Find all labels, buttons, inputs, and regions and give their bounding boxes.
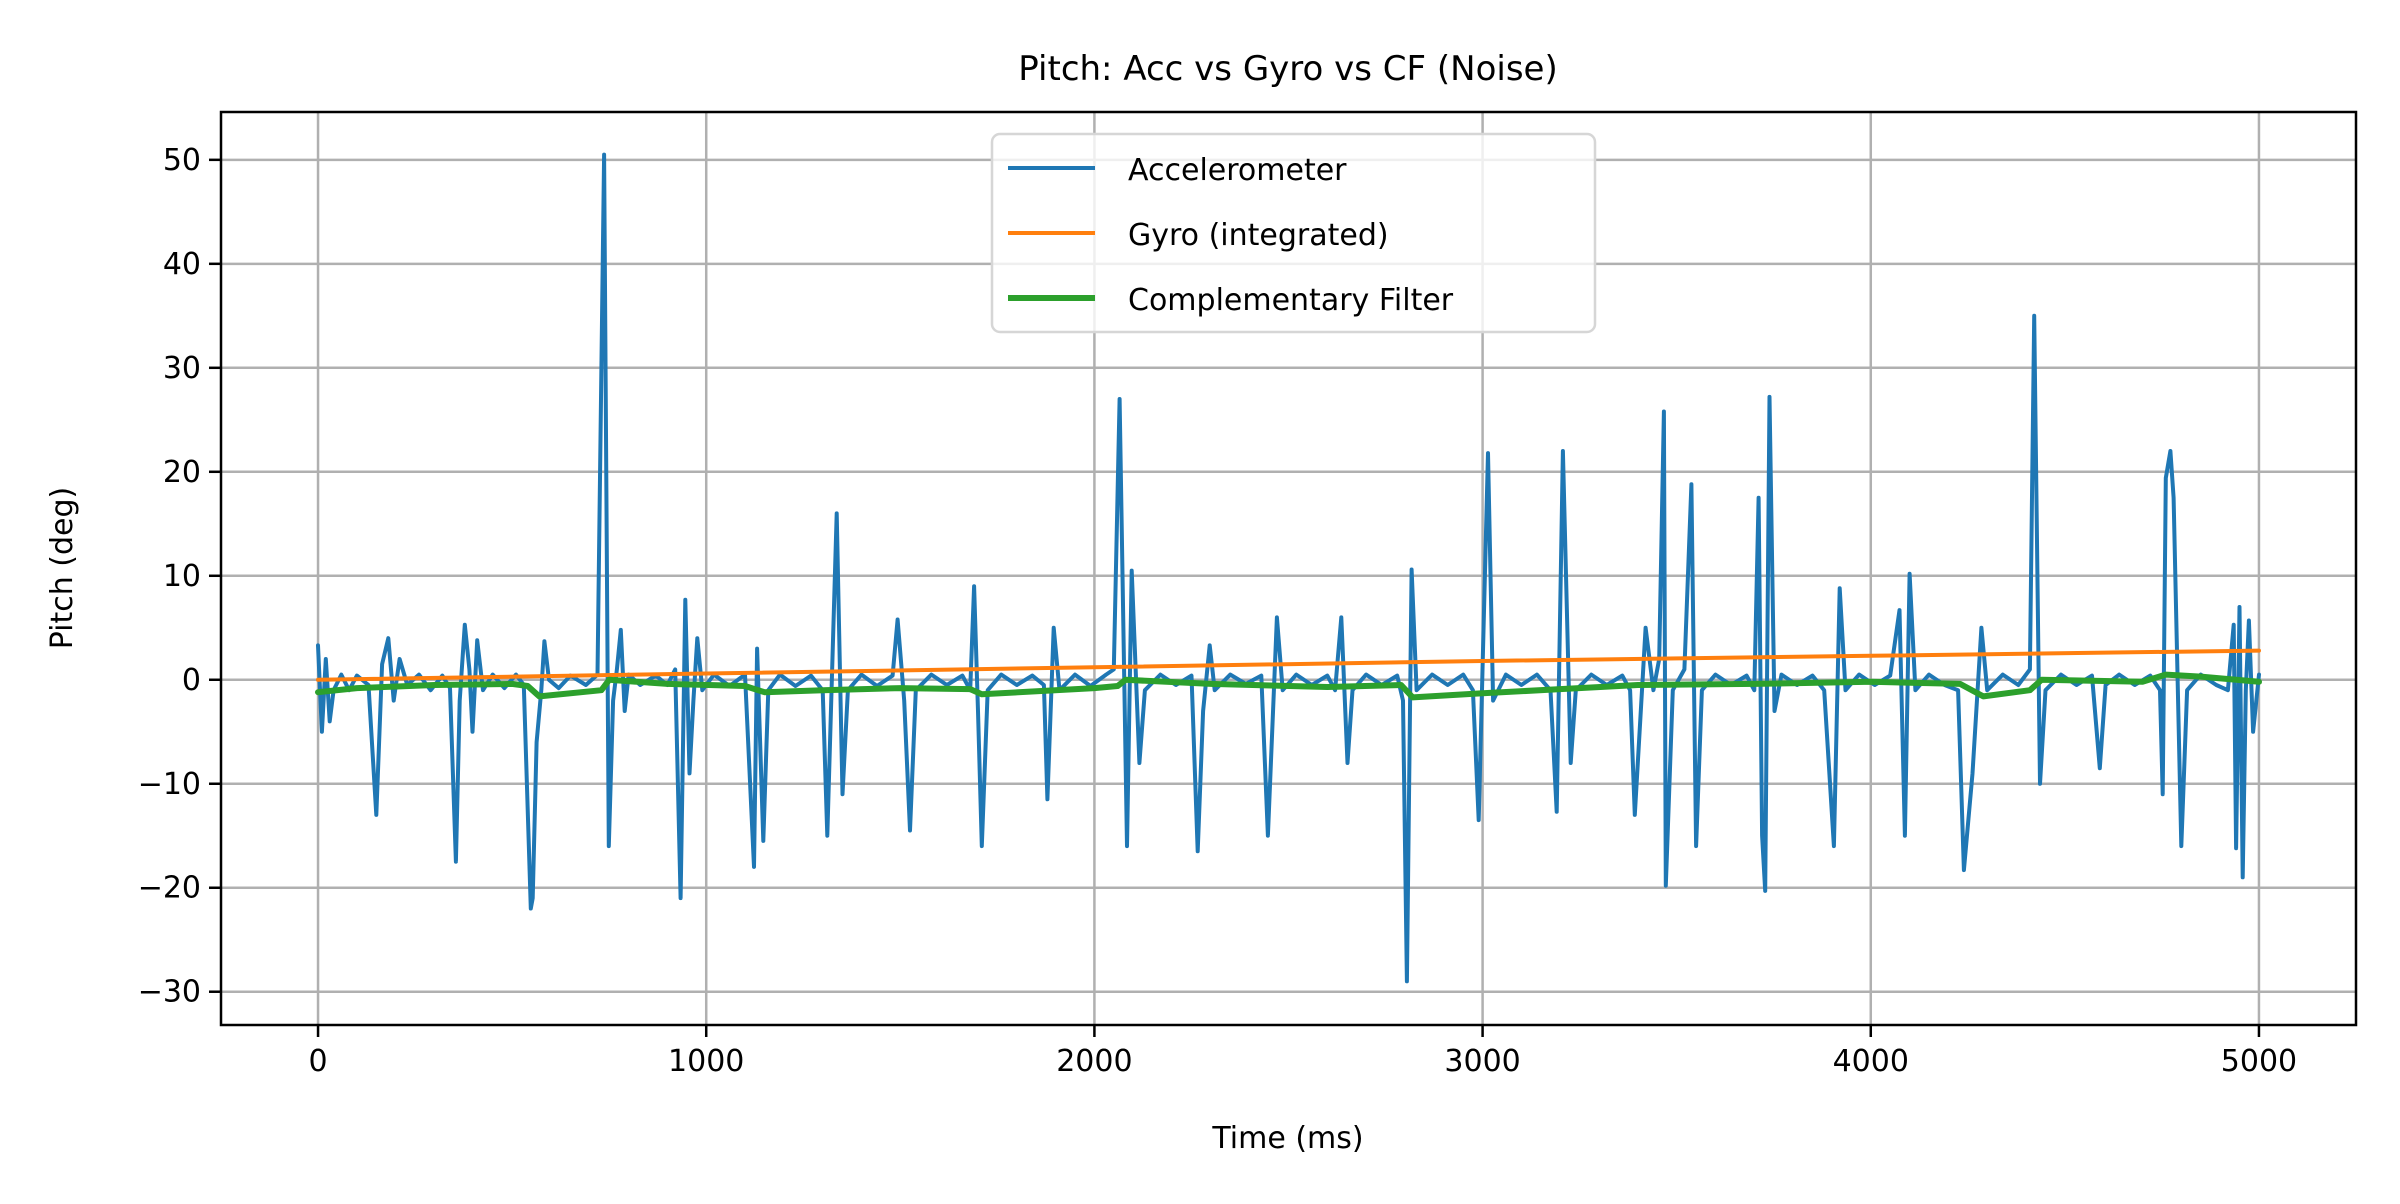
x-tick-label: 2000	[1056, 1044, 1132, 1079]
x-tick-label: 1000	[668, 1044, 744, 1079]
x-tick-label: 5000	[2221, 1044, 2297, 1079]
chart-title: Pitch: Acc vs Gyro vs CF (Noise)	[1018, 49, 1557, 89]
y-tick-label: −10	[138, 767, 201, 802]
y-tick-label: 0	[182, 663, 201, 698]
legend-box	[990, 132, 1597, 334]
series-line-complementary-filter	[315, 671, 2262, 701]
legend-label-accelerometer: Accelerometer	[1128, 153, 1347, 188]
y-tick-label: 40	[163, 247, 201, 282]
plot-area	[315, 152, 2262, 984]
legend: Accelerometer Gyro (integrated) Compleme…	[990, 132, 1597, 334]
x-tick-label: 4000	[1833, 1044, 1909, 1079]
series-line-gyro	[316, 648, 2261, 682]
y-tick-label: 20	[163, 455, 201, 490]
y-tick-label: 10	[163, 559, 201, 594]
y-tick-label: 50	[163, 143, 201, 178]
y-tick-label: −20	[138, 871, 201, 906]
x-axis-label: Time (ms)	[1211, 1121, 1363, 1156]
legend-label-gyro: Gyro (integrated)	[1128, 218, 1389, 253]
y-tick-label: 30	[163, 351, 201, 386]
ticks: 0 1000 2000 3000 4000 5000 −30 −20 −10 0 10 20 30 40 5…	[138, 143, 2297, 1079]
axes-frame	[219, 110, 2358, 1027]
legend-label-cf: Complementary Filter	[1128, 283, 1454, 318]
x-tick-label: 3000	[1444, 1044, 1520, 1079]
y-axis-label: Pitch (deg)	[45, 487, 80, 650]
y-tick-label: −30	[138, 975, 201, 1010]
x-tick-label: 0	[308, 1044, 327, 1079]
